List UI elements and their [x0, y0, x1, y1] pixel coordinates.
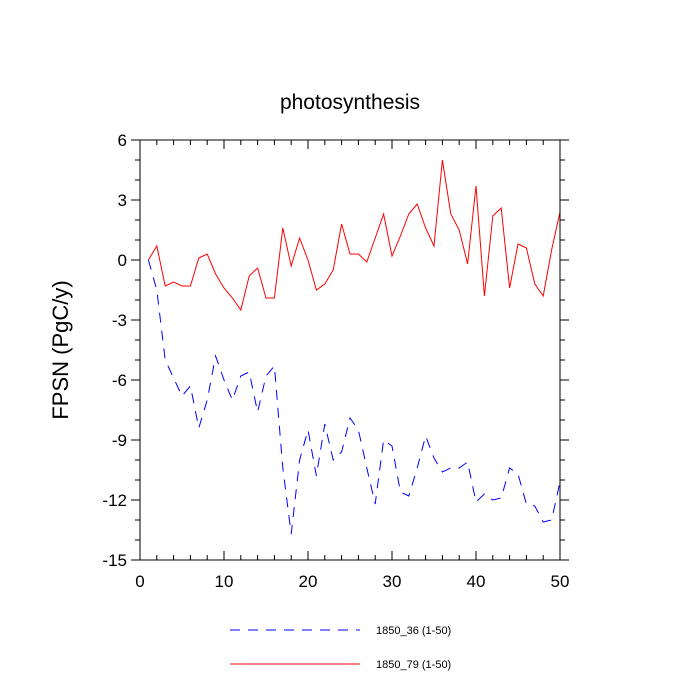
x-tick-label: 0 — [135, 572, 144, 591]
series-line-1850_36 — [147, 259, 561, 535]
x-tick-label: 20 — [299, 572, 318, 591]
y-tick-label: -15 — [102, 551, 127, 570]
y-tick-label: -9 — [112, 431, 127, 450]
y-tick-label: -3 — [112, 311, 127, 330]
y-axis-label: FPSN (PgC/y) — [48, 280, 73, 419]
y-tick-label: 0 — [118, 251, 127, 270]
y-tick-label: 3 — [118, 191, 127, 210]
x-tick-label: 10 — [215, 572, 234, 591]
y-tick-label: 6 — [118, 131, 127, 150]
series-group — [147, 159, 561, 535]
series-line-1850_79 — [147, 159, 561, 312]
x-tick-label: 50 — [551, 572, 570, 591]
y-tick-label: -12 — [102, 491, 127, 510]
legend: 1850_36 (1-50) 1850_79 (1-50) — [230, 625, 451, 671]
y-tick-label: -6 — [112, 371, 127, 390]
legend-label: 1850_36 (1-50) — [376, 625, 451, 637]
plot-frame — [139, 139, 561, 561]
legend-label: 1850_79 (1-50) — [376, 659, 451, 671]
x-tick-label: 40 — [467, 572, 486, 591]
x-tick-label: 30 — [383, 572, 402, 591]
chart-title: photosynthesis — [280, 91, 420, 114]
